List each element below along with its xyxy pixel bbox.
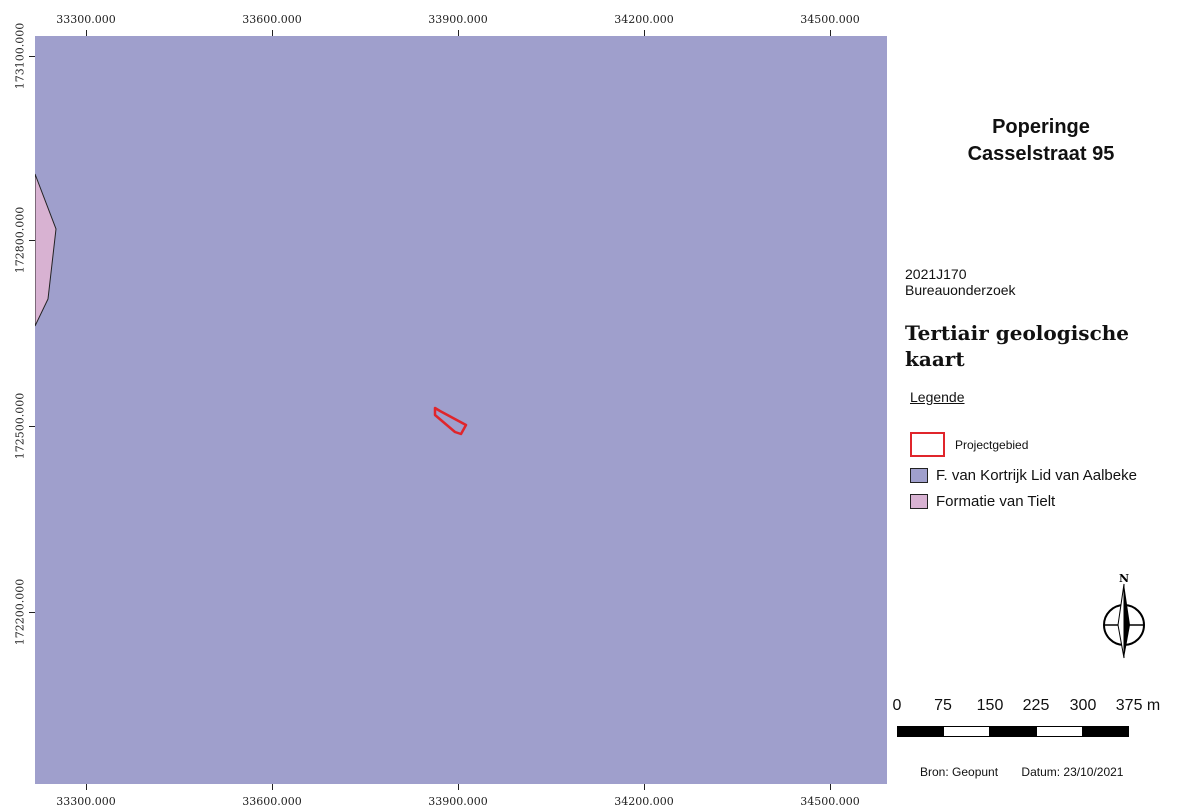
- y-tick-172800: 172800.000: [13, 206, 27, 274]
- x-tick-mark: [644, 784, 645, 790]
- x-tick-top-34500: 34500.000: [800, 13, 860, 26]
- scale-segment: [989, 726, 1036, 737]
- legend-label-projectgebied: Projectgebied: [955, 437, 1029, 452]
- north-label: N: [1119, 572, 1129, 585]
- x-tick-mark: [830, 784, 831, 790]
- x-tick-mark: [458, 784, 459, 790]
- y-tick-172200: 172200.000: [13, 578, 27, 646]
- x-tick-top-33300: 33300.000: [56, 13, 116, 26]
- scale-segment: [1082, 726, 1129, 737]
- x-tick-bottom-34200: 34200.000: [614, 795, 674, 808]
- x-tick-bottom-33600: 33600.000: [242, 795, 302, 808]
- y-tick-172500: 172500.000: [13, 392, 27, 460]
- x-tick-mark: [272, 784, 273, 790]
- legend-item-kortrijk: F. van Kortrijk Lid van Aalbeke: [910, 467, 1137, 484]
- y-tick-mark: [29, 612, 35, 613]
- x-tick-bottom-34500: 34500.000: [800, 795, 860, 808]
- legend-label-kortrijk: F. van Kortrijk Lid van Aalbeke: [936, 467, 1137, 484]
- legend-item-projectgebied: Projectgebied: [910, 432, 1028, 457]
- legend-swatch-tielt: [910, 494, 928, 509]
- y-tick-mark: [29, 426, 35, 427]
- scale-label-150: 150: [976, 697, 1004, 714]
- date-text: Datum: 23/10/2021: [1021, 765, 1124, 779]
- x-tick-mark: [86, 30, 87, 36]
- scale-label-75: 75: [934, 697, 952, 714]
- legend-swatch-projectgebied: [910, 432, 945, 457]
- projectgebied-outline[interactable]: [433, 406, 468, 436]
- y-tick-mark: [29, 56, 35, 57]
- source-footer: Bron: Geopunt Datum: 23/10/2021: [920, 765, 1143, 779]
- x-tick-bottom-33300: 33300.000: [56, 795, 116, 808]
- legend-item-tielt: Formatie van Tielt: [910, 493, 1055, 510]
- x-tick-mark: [458, 30, 459, 36]
- map-canvas[interactable]: [35, 36, 887, 784]
- title-place: Poperinge: [992, 116, 1090, 138]
- y-tick-mark: [29, 240, 35, 241]
- legend-title: Legende: [910, 389, 965, 405]
- north-arrow-icon: N: [1103, 572, 1145, 659]
- source-text: Bron: Geopunt: [920, 765, 999, 779]
- scale-label-375: 375 m: [1115, 697, 1161, 714]
- scale-segment: [1036, 726, 1083, 737]
- legend-swatch-kortrijk: [910, 468, 928, 483]
- x-tick-top-33600: 33600.000: [242, 13, 302, 26]
- y-tick-173100: 173100.000: [13, 22, 27, 90]
- scale-bar: 0 75 150 225 300 375 m: [888, 697, 1168, 747]
- x-tick-mark: [830, 30, 831, 36]
- title-address: Casselstraat 95: [967, 143, 1115, 165]
- project-code: 2021J170: [905, 266, 967, 282]
- map-title-block: Poperinge Casselstraat 95: [930, 114, 1152, 168]
- project-info: 2021J170 Bureauonderzoek: [905, 266, 1016, 298]
- legend-label-tielt: Formatie van Tielt: [936, 493, 1056, 510]
- x-tick-top-34200: 34200.000: [614, 13, 674, 26]
- x-tick-bottom-33900: 33900.000: [428, 795, 488, 808]
- map-type-title: Tertiair geologische kaart: [905, 321, 1130, 371]
- x-tick-mark: [272, 30, 273, 36]
- scale-segment: [897, 726, 944, 737]
- x-tick-top-33900: 33900.000: [428, 13, 488, 26]
- x-tick-mark: [644, 30, 645, 36]
- scale-segment: [943, 726, 990, 737]
- formatie-van-tielt-polygon[interactable]: [35, 173, 57, 327]
- x-tick-mark: [86, 784, 87, 790]
- project-type: Bureauonderzoek: [905, 282, 1016, 298]
- scale-label-300: 300: [1069, 697, 1097, 714]
- scale-label-225: 225: [1022, 697, 1050, 714]
- map-layers: [35, 173, 468, 436]
- scale-label-0: 0: [892, 697, 902, 714]
